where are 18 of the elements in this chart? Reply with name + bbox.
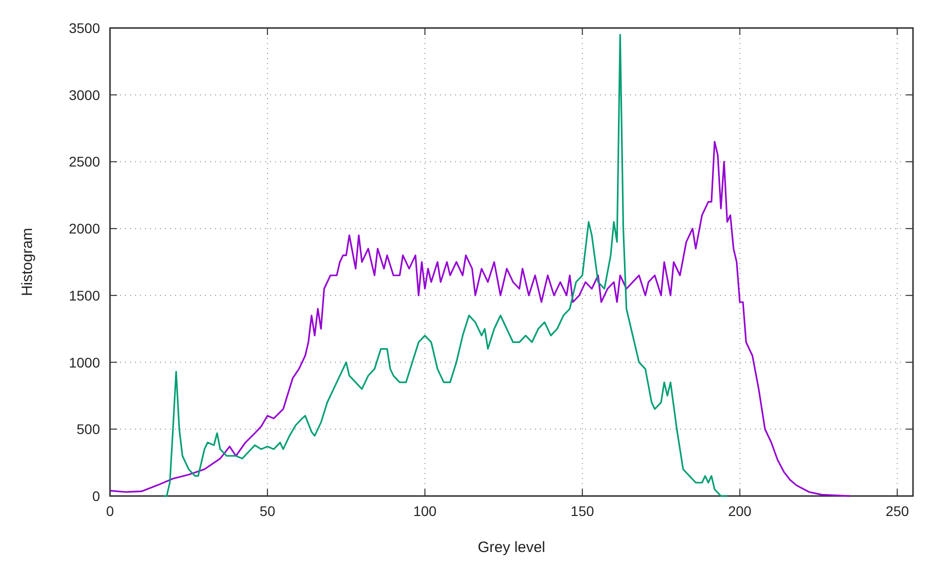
x-axis-title: Grey level	[478, 539, 546, 556]
y-tick-label: 1000	[68, 354, 100, 370]
line-series	[162, 34, 728, 497]
line-series	[109, 140, 851, 497]
y-tick-label: 0	[92, 488, 100, 504]
x-tick-label: 150	[570, 503, 594, 519]
x-tick-label: 250	[886, 503, 910, 519]
x-tick-label: 200	[728, 503, 752, 519]
y-tick-label: 1500	[68, 287, 100, 304]
y-tick-label: 2000	[68, 220, 100, 237]
y-tick-label: 2500	[68, 154, 100, 170]
x-tick-label: 50	[260, 503, 276, 519]
y-tick-label: 500	[76, 421, 100, 438]
y-axis-title: Histogram	[19, 228, 36, 296]
x-tick-label: 0	[106, 503, 114, 519]
x-tick-label: 100	[413, 503, 437, 519]
y-tick-label: 3000	[68, 86, 100, 103]
y-tick-label: 3500	[68, 20, 100, 36]
